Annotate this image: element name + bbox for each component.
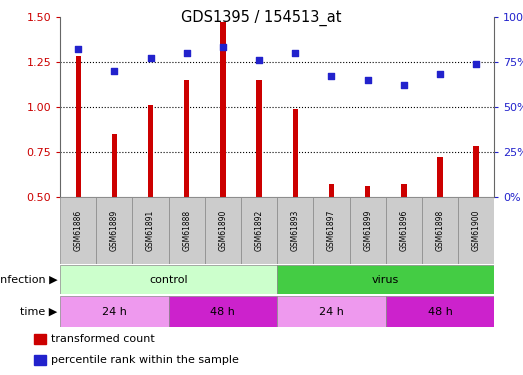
- Bar: [220, 22, 225, 197]
- Point: [183, 50, 191, 56]
- Bar: [458, 197, 494, 264]
- Point: [291, 50, 300, 56]
- Bar: [277, 296, 385, 327]
- Text: control: control: [150, 275, 188, 285]
- Point: [400, 82, 408, 88]
- Point: [327, 73, 336, 79]
- Text: 48 h: 48 h: [427, 307, 452, 316]
- Text: virus: virus: [372, 275, 400, 285]
- Bar: [205, 197, 241, 264]
- Bar: [385, 197, 422, 264]
- Bar: [60, 197, 96, 264]
- Text: time ▶: time ▶: [20, 307, 58, 316]
- Bar: [277, 265, 494, 294]
- Bar: [132, 197, 168, 264]
- Bar: [34, 334, 46, 344]
- Text: GSM61897: GSM61897: [327, 210, 336, 251]
- Bar: [96, 197, 132, 264]
- Bar: [385, 296, 494, 327]
- Text: GSM61892: GSM61892: [255, 210, 264, 251]
- Point: [219, 45, 227, 51]
- Point: [110, 68, 119, 74]
- Point: [472, 61, 480, 67]
- Bar: [148, 105, 153, 197]
- Point: [146, 55, 155, 61]
- Text: GSM61899: GSM61899: [363, 210, 372, 251]
- Bar: [277, 197, 313, 264]
- Text: GSM61898: GSM61898: [436, 210, 445, 251]
- Text: GSM61886: GSM61886: [74, 210, 83, 251]
- Bar: [60, 265, 277, 294]
- Bar: [168, 197, 205, 264]
- Bar: [313, 197, 349, 264]
- Bar: [168, 296, 277, 327]
- Text: GSM61891: GSM61891: [146, 210, 155, 251]
- Bar: [473, 147, 479, 197]
- Bar: [184, 80, 189, 197]
- Bar: [34, 355, 46, 365]
- Text: GSM61893: GSM61893: [291, 210, 300, 251]
- Bar: [329, 184, 334, 197]
- Bar: [422, 197, 458, 264]
- Text: 24 h: 24 h: [319, 307, 344, 316]
- Text: transformed count: transformed count: [51, 334, 155, 345]
- Point: [255, 57, 263, 63]
- Text: percentile rank within the sample: percentile rank within the sample: [51, 355, 240, 365]
- Bar: [401, 184, 406, 197]
- Text: 24 h: 24 h: [102, 307, 127, 316]
- Text: GSM61900: GSM61900: [472, 210, 481, 251]
- Point: [436, 72, 444, 78]
- Bar: [60, 296, 168, 327]
- Bar: [437, 157, 442, 197]
- Bar: [112, 134, 117, 197]
- Text: GSM61890: GSM61890: [219, 210, 228, 251]
- Point: [363, 77, 372, 83]
- Text: GSM61888: GSM61888: [182, 210, 191, 251]
- Bar: [256, 80, 262, 197]
- Bar: [349, 197, 385, 264]
- Point: [74, 46, 83, 52]
- Text: GDS1395 / 154513_at: GDS1395 / 154513_at: [181, 9, 342, 26]
- Bar: [365, 186, 370, 197]
- Bar: [292, 109, 298, 197]
- Text: GSM61896: GSM61896: [399, 210, 408, 251]
- Text: infection ▶: infection ▶: [0, 275, 58, 285]
- Bar: [75, 57, 81, 197]
- Bar: [241, 197, 277, 264]
- Text: GSM61889: GSM61889: [110, 210, 119, 251]
- Text: 48 h: 48 h: [210, 307, 235, 316]
